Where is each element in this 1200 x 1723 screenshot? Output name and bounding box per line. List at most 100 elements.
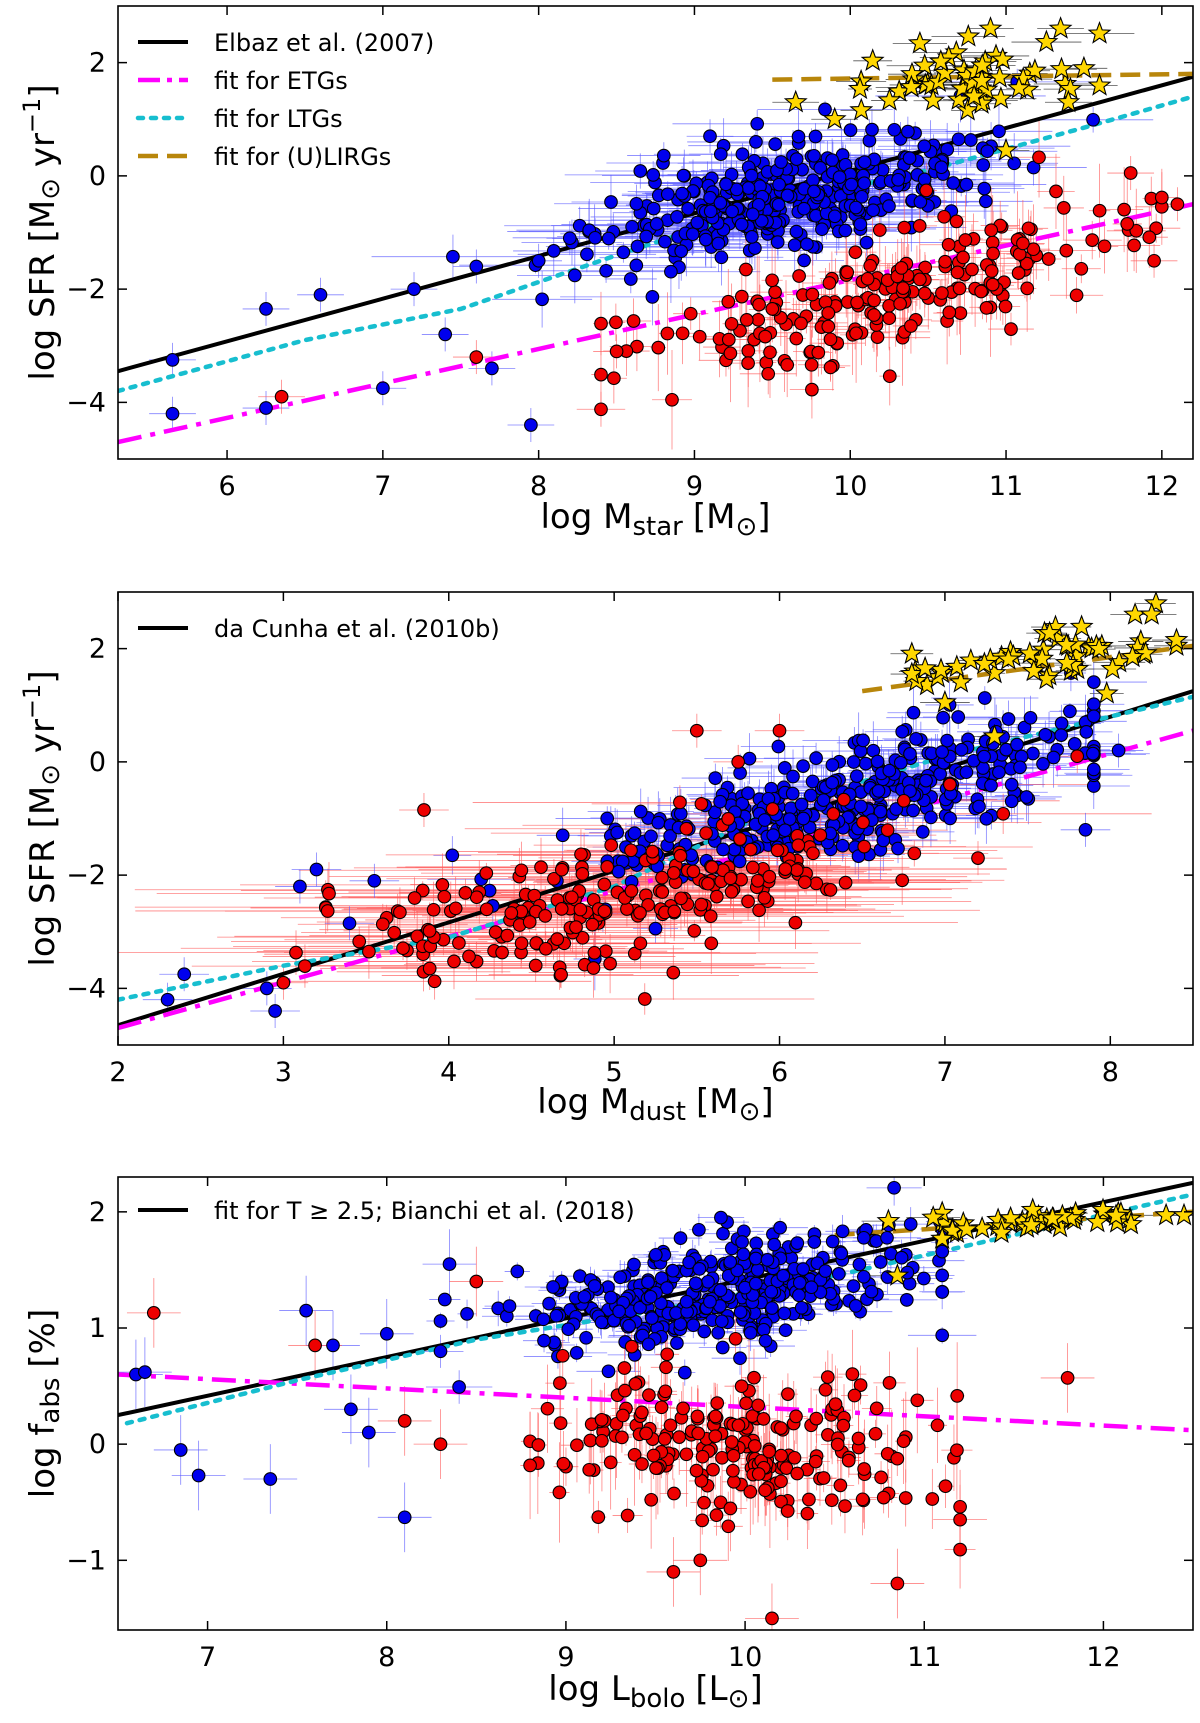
etg-point <box>907 846 922 861</box>
ltg-point <box>676 168 691 183</box>
ltg-point <box>787 238 802 252</box>
ulirg-star <box>1143 592 1168 614</box>
ltg-point <box>818 102 832 117</box>
ulirg-star <box>1069 614 1094 638</box>
ltg-point <box>1001 712 1016 726</box>
etg-point <box>699 826 713 840</box>
ltg-point <box>663 829 677 843</box>
etg-point <box>870 330 885 344</box>
ltg-point <box>859 235 874 250</box>
ltg-point <box>1111 743 1126 758</box>
ltg-point <box>827 209 842 224</box>
ltg-point <box>745 207 760 222</box>
legend: Elbaz et al. (2007) fit for ETGs fit for L… <box>135 29 434 171</box>
etg-point <box>626 314 641 328</box>
etg-point <box>609 315 623 330</box>
ltg-point <box>742 751 757 766</box>
etg-point <box>704 936 719 951</box>
ltg-point <box>893 755 908 770</box>
ltg-point <box>909 732 923 746</box>
etg-point <box>863 258 878 273</box>
x-tick-label: 3 <box>275 1057 292 1088</box>
etg-point <box>352 934 367 949</box>
etg-point <box>1011 266 1026 280</box>
ltg-point <box>977 749 991 764</box>
etg-point <box>741 356 755 370</box>
ulirg-star <box>1037 620 1062 644</box>
etg-point <box>554 902 569 916</box>
ltg-point <box>177 967 192 982</box>
etg-point <box>569 920 583 934</box>
etg-point <box>1142 230 1157 245</box>
ltg-point <box>774 155 788 169</box>
etg-point <box>721 294 736 309</box>
ltg-point <box>446 249 460 264</box>
etg-point <box>904 319 918 333</box>
etg-point <box>757 890 772 905</box>
etg-point <box>850 295 864 310</box>
ltg-point <box>815 222 829 237</box>
etg-point <box>422 961 437 976</box>
ltg-point <box>1010 737 1024 752</box>
ltg-point <box>838 223 853 238</box>
ulirg-star <box>1011 66 1036 90</box>
etg-point <box>882 298 896 313</box>
etg-point <box>675 326 690 341</box>
ltg-point <box>1026 746 1040 761</box>
etg-point <box>564 890 579 905</box>
ltg-point <box>629 196 644 211</box>
ltg-point <box>681 201 695 216</box>
etg-point <box>768 285 782 299</box>
ltg-point <box>780 188 795 203</box>
etg-point <box>789 863 804 877</box>
ltg-point <box>754 214 769 228</box>
etg-point <box>897 220 912 235</box>
ltg-point <box>600 811 615 826</box>
etg-point <box>1129 223 1144 238</box>
ltg-point <box>849 769 864 783</box>
ulirg-star <box>877 87 902 111</box>
etg-point <box>673 848 688 863</box>
etg-point <box>838 875 853 890</box>
ulirg-star <box>1054 650 1079 674</box>
etg-point <box>607 371 621 386</box>
ltg-point <box>902 151 917 165</box>
ltg-point <box>1007 156 1022 171</box>
etg-point <box>624 843 638 858</box>
etg-point <box>620 902 634 916</box>
x-axis-label: log Mdust [M⊙] <box>537 1082 773 1127</box>
etg-point <box>894 261 909 275</box>
ltg-point <box>976 158 991 172</box>
etg-point <box>1056 201 1071 215</box>
etg-point <box>500 928 515 943</box>
etg-point <box>375 917 390 932</box>
etg-point <box>971 851 985 865</box>
ltg-point <box>445 848 460 863</box>
ulirg-star <box>1017 641 1042 664</box>
ltg-point <box>906 803 920 818</box>
ltg-point <box>734 217 749 232</box>
ltg-point <box>854 799 868 814</box>
etg-point <box>514 936 529 951</box>
ulirg-star <box>1034 29 1059 53</box>
etg-point <box>274 389 289 404</box>
etg-point <box>554 967 568 982</box>
ulirg-points <box>783 16 1112 161</box>
ulirg-star <box>907 30 932 54</box>
ltg-point <box>791 129 806 144</box>
ltg-point <box>616 245 631 260</box>
etg-point <box>692 329 707 344</box>
ltg-point <box>979 811 994 826</box>
etg-point <box>942 305 957 320</box>
etg-point <box>574 847 588 862</box>
ulirg-star <box>996 647 1021 670</box>
etg-point <box>1019 256 1034 271</box>
etg-point <box>794 316 808 331</box>
ltg-point <box>735 796 750 811</box>
ulirg-points <box>899 592 1189 747</box>
etg-point <box>826 807 841 821</box>
ltg-point <box>846 755 861 769</box>
etg-point <box>723 871 738 886</box>
ltg-point <box>531 253 546 268</box>
